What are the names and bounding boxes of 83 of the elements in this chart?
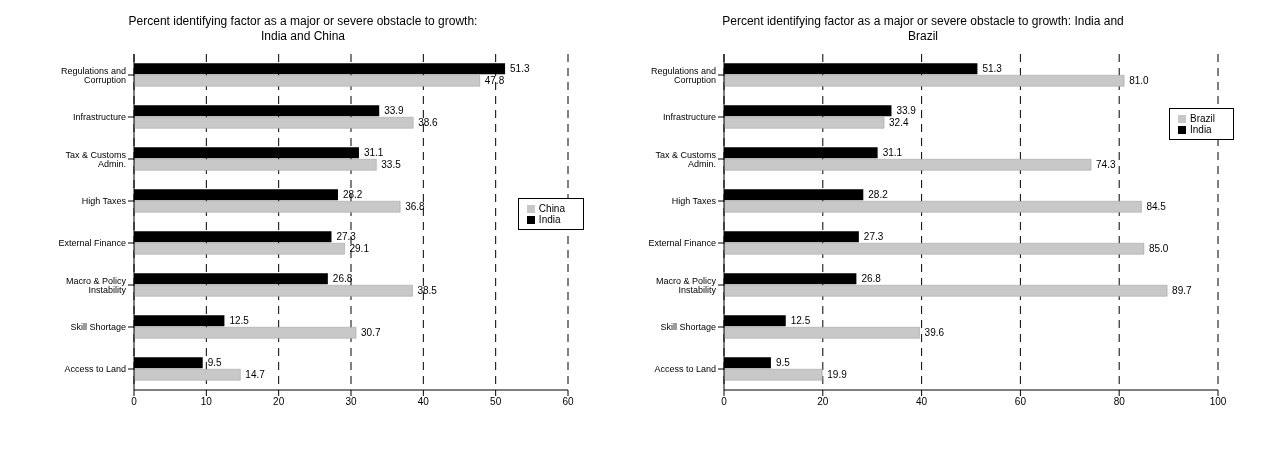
data-label: 38.6 (418, 117, 439, 129)
data-label: 32.4 (889, 117, 909, 129)
y-tick-label: Skill Shortage (660, 322, 716, 333)
y-tick-label: External Finance (58, 238, 126, 249)
data-label: 89.7 (1172, 285, 1193, 297)
bar (134, 368, 241, 381)
data-label: 84.5 (1146, 201, 1167, 213)
data-label: 9.5 (207, 357, 223, 369)
data-label: 33.9 (896, 105, 917, 117)
data-label: 26.8 (861, 273, 882, 285)
data-label: 38.5 (417, 285, 438, 297)
y-tick-label: Infrastructure (662, 112, 716, 123)
x-tick-label: 10 (200, 396, 213, 408)
data-label: 29.1 (349, 243, 370, 255)
x-tick-label: 40 (417, 396, 430, 408)
bar (724, 326, 920, 339)
legend-label: Brazil (1189, 113, 1215, 124)
y-tick-label: External Finance (648, 238, 716, 249)
data-label: 14.7 (245, 369, 266, 381)
data-label: 28.2 (342, 189, 363, 201)
legend-label: China (538, 203, 565, 214)
y-tick-label: High Taxes (81, 196, 127, 207)
bar (134, 284, 413, 297)
data-label: 27.3 (863, 231, 884, 243)
data-label: 74.3 (1096, 159, 1116, 171)
data-label: 39.6 (924, 327, 945, 339)
bar (134, 158, 377, 171)
data-label: 9.5 (775, 357, 791, 369)
x-tick-label: 40 (916, 396, 928, 408)
y-tick-label: Access to Land (654, 364, 716, 375)
data-label: 31.1 (882, 147, 903, 159)
x-tick-label: 20 (273, 396, 285, 408)
bar (724, 74, 1125, 87)
y-tick-label: Access to Land (64, 364, 126, 375)
x-tick-label: 50 (490, 396, 502, 408)
data-label: 51.3 (982, 63, 1003, 75)
y-tick-label: Macro & Policy Instability (655, 275, 717, 295)
y-tick-label: Tax & Customs Admin. (655, 149, 717, 169)
data-label: 19.9 (827, 369, 848, 381)
data-label: 26.8 (332, 273, 353, 285)
y-tick-label: Regulations and Corruption (60, 65, 126, 85)
data-label: 31.1 (363, 147, 384, 159)
legend-label: India (1189, 124, 1212, 135)
bar (134, 116, 414, 129)
y-tick-label: Skill Shortage (70, 322, 126, 333)
bar (724, 368, 823, 381)
data-label: 85.0 (1148, 243, 1169, 255)
bar (724, 284, 1168, 297)
data-label: 33.9 (384, 105, 405, 117)
y-tick-label: Tax & Customs Admin. (65, 149, 127, 169)
data-label: 36.8 (405, 201, 426, 213)
bar (724, 200, 1142, 213)
data-label: 81.0 (1129, 75, 1150, 87)
data-label: 47.8 (484, 75, 505, 87)
chart-title: Percent identifying factor as a major or severe obstacle to growth: India and China (127, 14, 479, 44)
x-tick-label: 30 (345, 396, 357, 408)
x-tick-label: 0 (721, 396, 728, 408)
x-tick-label: 60 (562, 396, 574, 408)
x-tick-label: 0 (131, 396, 138, 408)
data-label: 51.3 (510, 63, 530, 75)
chart-title: Percent identifying factor as a major or severe obstacle to growth: India and Brazil (721, 14, 1125, 44)
data-label: 12.5 (229, 315, 250, 327)
legend-label: India (538, 214, 561, 225)
bar (134, 74, 480, 87)
data-label: 28.2 (868, 189, 889, 201)
data-label: 30.7 (361, 327, 381, 339)
x-tick-label: 100 (1209, 396, 1227, 408)
y-tick-label: Infrastructure (72, 112, 126, 123)
bar (134, 242, 345, 255)
y-tick-label: High Taxes (671, 196, 717, 207)
bar (724, 158, 1092, 171)
data-label: 12.5 (790, 315, 811, 327)
bar (134, 200, 401, 213)
y-tick-label: Macro & Policy Instability (65, 275, 127, 295)
x-tick-label: 60 (1014, 396, 1027, 408)
bar (724, 242, 1145, 255)
x-tick-label: 20 (817, 396, 829, 408)
y-tick-label: Regulations and Corruption (650, 65, 716, 85)
data-label: 27.3 (336, 231, 357, 243)
bar (724, 116, 885, 129)
x-tick-label: 80 (1113, 396, 1126, 408)
bar (134, 326, 357, 339)
data-label: 33.5 (381, 159, 402, 171)
